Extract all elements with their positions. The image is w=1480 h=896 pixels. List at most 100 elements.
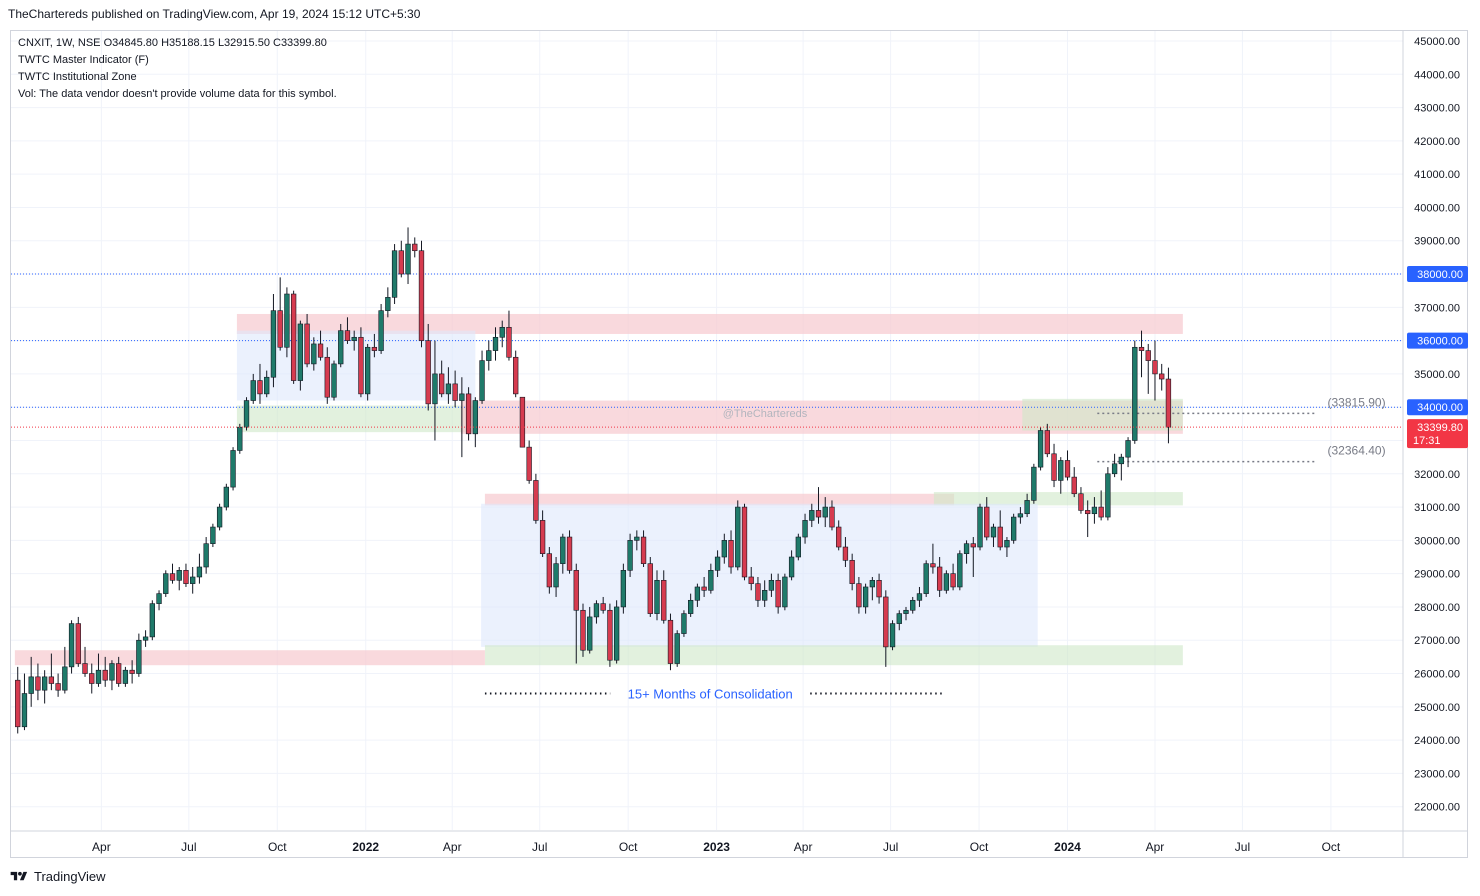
candle-body[interactable] (1091, 506, 1098, 515)
candle-body[interactable] (1111, 463, 1118, 475)
candle-body[interactable] (782, 576, 788, 608)
candle-body[interactable] (869, 580, 876, 588)
candle-body[interactable] (647, 563, 653, 614)
candle-body[interactable] (257, 380, 263, 395)
indicator-master[interactable]: TWTC Master Indicator (F) (18, 54, 149, 66)
candle-body[interactable] (1011, 516, 1017, 541)
candle-body[interactable] (163, 573, 169, 594)
candle-body[interactable] (856, 583, 862, 608)
candle-body[interactable] (1152, 360, 1158, 375)
candle-body[interactable] (156, 593, 162, 604)
candle-body[interactable] (1118, 456, 1124, 465)
candle-body[interactable] (910, 599, 916, 611)
candle-body[interactable] (553, 563, 559, 588)
candle-body[interactable] (950, 573, 956, 588)
candle-body[interactable] (68, 623, 75, 668)
candle-body[interactable] (903, 609, 909, 614)
candle-body[interactable] (681, 613, 687, 634)
candle-body[interactable] (984, 506, 990, 538)
candle-body[interactable] (169, 573, 176, 581)
candle-body[interactable] (183, 570, 189, 584)
candle-body[interactable] (28, 676, 34, 694)
candle-body[interactable] (196, 566, 203, 578)
candle-body[interactable] (640, 536, 647, 564)
candle-body[interactable] (48, 676, 55, 684)
candle-body[interactable] (284, 293, 290, 348)
candle-body[interactable] (997, 526, 1003, 548)
candle-body[interactable] (15, 679, 21, 728)
candle-body[interactable] (587, 616, 593, 651)
candle-body[interactable] (876, 580, 882, 598)
candle-body[interactable] (472, 400, 478, 435)
candle-body[interactable] (1024, 500, 1030, 515)
candle-body[interactable] (465, 393, 472, 435)
candle-body[interactable] (580, 609, 586, 651)
candle-body[interactable] (223, 486, 229, 508)
candle-body[interactable] (829, 506, 835, 528)
candle-body[interactable] (129, 669, 135, 674)
candle-body[interactable] (499, 326, 505, 338)
candle-body[interactable] (957, 553, 963, 588)
candle-body[interactable] (190, 576, 196, 584)
candle-body[interactable] (634, 536, 640, 541)
candle-body[interactable] (35, 676, 41, 691)
candle-body[interactable] (620, 570, 627, 608)
candle-body[interactable] (896, 613, 902, 624)
candle-body[interactable] (210, 526, 216, 544)
candle-body[interactable] (613, 606, 620, 661)
candle-body[interactable] (708, 570, 714, 591)
candle-body[interactable] (82, 663, 88, 674)
candle-body[interactable] (364, 346, 371, 395)
annotation-text[interactable]: 15+ Months of Consolidation (628, 687, 793, 702)
demand-zone[interactable] (933, 492, 1183, 506)
candle-body[interactable] (533, 480, 539, 521)
candle-body[interactable] (762, 589, 768, 601)
candle-body[interactable] (62, 666, 68, 691)
candle-body[interactable] (230, 450, 236, 488)
candle-body[interactable] (418, 250, 425, 341)
candle-body[interactable] (755, 583, 761, 601)
candle-body[interactable] (385, 297, 391, 311)
candle-body[interactable] (728, 540, 734, 568)
candle-body[interactable] (519, 396, 526, 448)
candle-body[interactable] (963, 543, 970, 554)
candle-body[interactable] (661, 580, 667, 621)
candle-body[interactable] (809, 510, 815, 521)
candle-body[interactable] (566, 536, 573, 571)
candle-body[interactable] (203, 543, 209, 568)
candle-body[interactable] (546, 553, 552, 588)
candle-body[interactable] (176, 570, 182, 581)
candle-body[interactable] (459, 393, 465, 401)
candle-body[interactable] (149, 603, 155, 638)
candle-body[interactable] (701, 586, 707, 591)
candle-body[interactable] (916, 593, 923, 601)
candle-body[interactable] (573, 570, 579, 611)
candle-body[interactable] (970, 543, 976, 548)
candle-body[interactable] (930, 563, 936, 568)
candle-body[interactable] (41, 676, 48, 691)
candle-body[interactable] (1085, 510, 1091, 515)
candle-body[interactable] (277, 310, 283, 348)
candle-body[interactable] (351, 336, 357, 341)
candle-body[interactable] (714, 556, 721, 571)
candle-body[interactable] (654, 580, 660, 614)
candle-body[interactable] (1105, 473, 1111, 518)
candle-body[interactable] (990, 526, 997, 538)
candle-body[interactable] (1078, 493, 1084, 511)
candle-body[interactable] (1031, 466, 1037, 501)
candle-body[interactable] (21, 693, 28, 728)
candle-body[interactable] (358, 336, 364, 395)
candle-body[interactable] (317, 343, 324, 358)
candle-body[interactable] (815, 510, 822, 518)
tradingview-footer[interactable]: TradingView (10, 869, 106, 884)
candle-body[interactable] (290, 293, 297, 381)
candle-body[interactable] (1138, 346, 1145, 351)
candle-body[interactable] (802, 520, 808, 538)
demand-zone[interactable] (236, 405, 476, 433)
candle-body[interactable] (439, 373, 445, 395)
candle-body[interactable] (264, 376, 270, 395)
candle-body[interactable] (122, 669, 129, 684)
candle-body[interactable] (1037, 430, 1044, 468)
candle-body[interactable] (513, 356, 519, 395)
